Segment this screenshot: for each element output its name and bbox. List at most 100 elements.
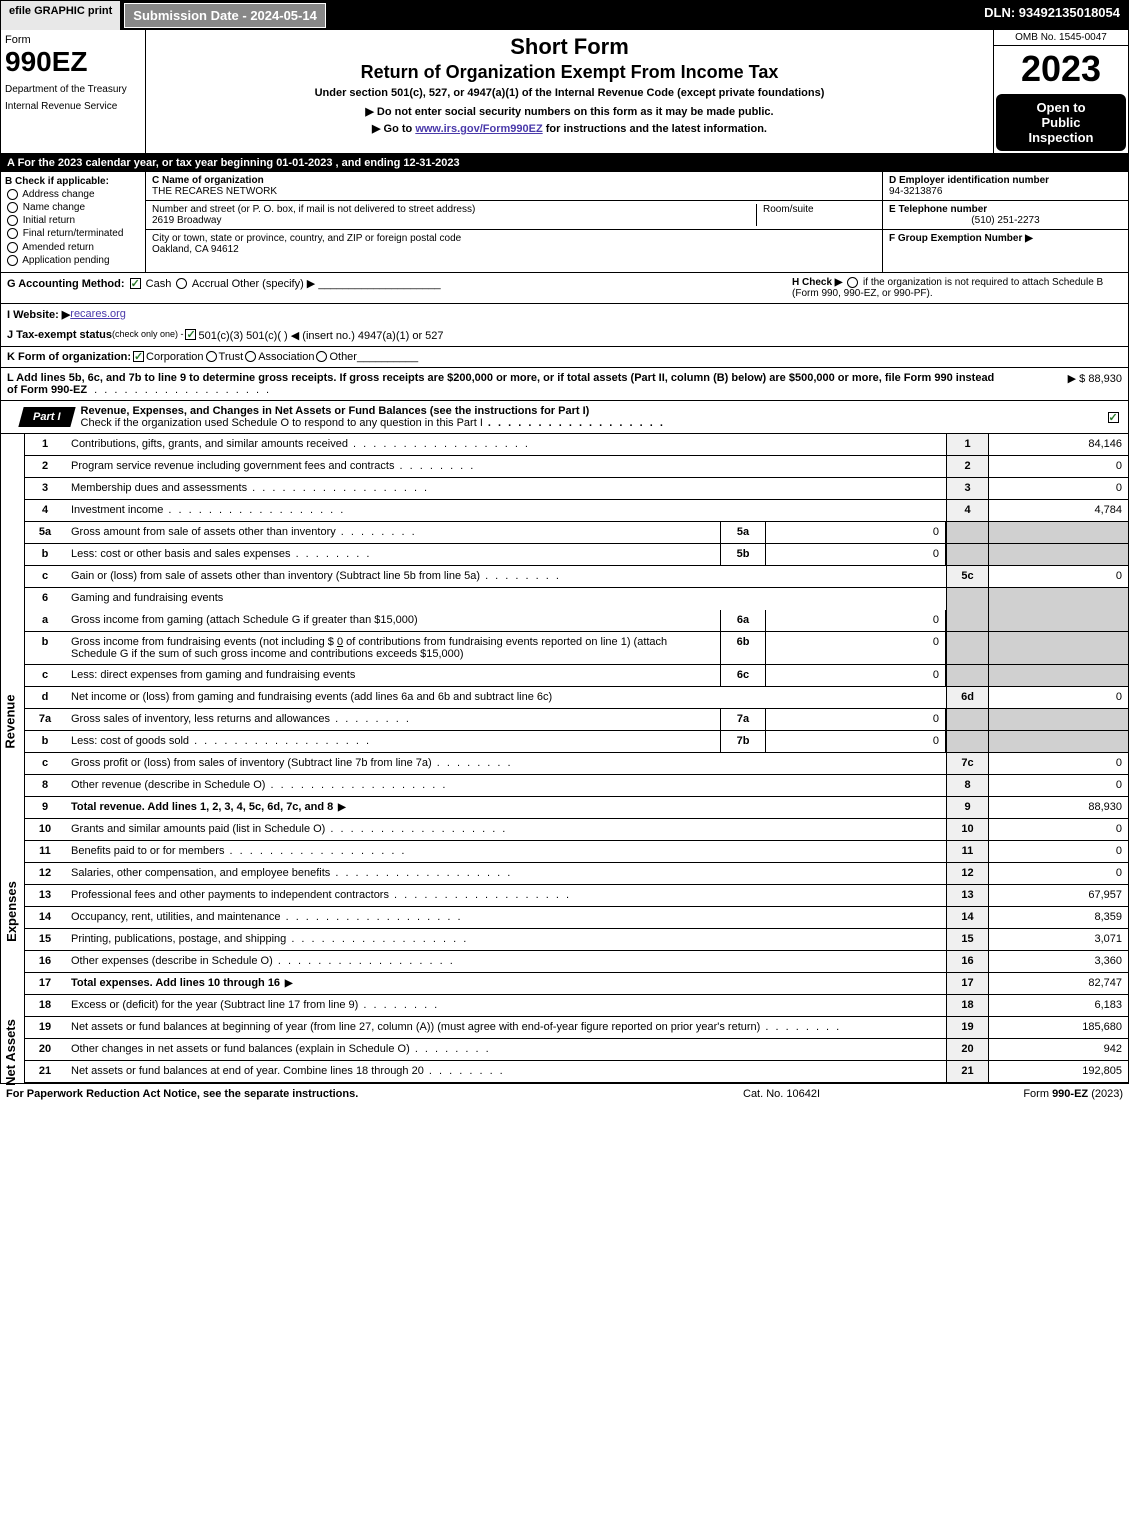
line-i-label: I Website: ▶ bbox=[7, 308, 70, 321]
line-1-value: 84,146 bbox=[988, 434, 1128, 455]
form-header: Form 990EZ Department of the Treasury In… bbox=[1, 30, 1128, 154]
line-k-label: K Form of organization: bbox=[7, 351, 131, 363]
line-7a-value: 0 bbox=[766, 709, 946, 730]
check-association[interactable] bbox=[245, 351, 256, 362]
phone-value: (510) 251-2273 bbox=[889, 215, 1122, 226]
room-label: Room/suite bbox=[763, 204, 814, 215]
form-link-line: ▶ Go to www.irs.gov/Form990EZ for instru… bbox=[150, 122, 989, 135]
check-other-org[interactable] bbox=[316, 351, 327, 362]
header-left: Form 990EZ Department of the Treasury In… bbox=[1, 30, 146, 153]
check-application-pending[interactable]: Application pending bbox=[5, 255, 141, 266]
line-j: J Tax-exempt status (check only one) - 5… bbox=[1, 325, 1128, 347]
header-center: Short Form Return of Organization Exempt… bbox=[146, 30, 993, 153]
check-schedule-b[interactable] bbox=[847, 277, 858, 288]
line-l: L Add lines 5b, 6c, and 7b to line 9 to … bbox=[1, 368, 1128, 401]
tax-year: 2023 bbox=[994, 46, 1128, 92]
form-number: 990EZ bbox=[5, 46, 141, 78]
revenue-sidebar: Revenue bbox=[1, 434, 25, 819]
form-container: efile GRAPHIC print Submission Date - 20… bbox=[0, 0, 1129, 1084]
city-label: City or town, state or province, country… bbox=[152, 233, 461, 244]
line-7b-value: 0 bbox=[766, 731, 946, 752]
website-link[interactable]: recares.org bbox=[70, 308, 126, 321]
line-8-value: 0 bbox=[988, 775, 1128, 796]
street-row: Number and street (or P. O. box, if mail… bbox=[146, 201, 882, 230]
org-name: THE RECARES NETWORK bbox=[152, 186, 277, 197]
group-exemption-label: F Group Exemption Number ▶ bbox=[889, 233, 1033, 244]
line-7c-value: 0 bbox=[988, 753, 1128, 774]
efile-print-button[interactable]: efile GRAPHIC print bbox=[1, 1, 122, 30]
line-14-value: 8,359 bbox=[988, 907, 1128, 928]
line-16-value: 3,360 bbox=[988, 951, 1128, 972]
line-5b-value: 0 bbox=[766, 544, 946, 565]
footer-paperwork: For Paperwork Reduction Act Notice, see … bbox=[6, 1088, 743, 1100]
irs-link[interactable]: www.irs.gov/Form990EZ bbox=[415, 123, 542, 135]
check-cash[interactable] bbox=[130, 278, 141, 289]
ein-label: D Employer identification number bbox=[889, 175, 1049, 186]
ein-value: 94-3213876 bbox=[889, 186, 942, 197]
form-desc: Under section 501(c), 527, or 4947(a)(1)… bbox=[150, 87, 989, 99]
section-b: B Check if applicable: Address change Na… bbox=[1, 172, 146, 272]
street-label: Number and street (or P. O. box, if mail… bbox=[152, 204, 475, 215]
line-h-label: H Check ▶ bbox=[792, 277, 842, 288]
line-15-value: 3,071 bbox=[988, 929, 1128, 950]
page-footer: For Paperwork Reduction Act Notice, see … bbox=[0, 1084, 1129, 1104]
part-1-tab: Part I bbox=[18, 407, 75, 427]
line-20-value: 942 bbox=[988, 1039, 1128, 1060]
open-inspection-box: Open to Public Inspection bbox=[996, 94, 1126, 151]
check-name-change[interactable]: Name change bbox=[5, 202, 141, 213]
open-line3: Inspection bbox=[1000, 130, 1122, 145]
line-l-value: ▶ $ 88,930 bbox=[1002, 372, 1122, 396]
line-12-value: 0 bbox=[988, 863, 1128, 884]
city-value: Oakland, CA 94612 bbox=[152, 244, 239, 255]
omb-number: OMB No. 1545-0047 bbox=[994, 30, 1128, 46]
check-address-change[interactable]: Address change bbox=[5, 189, 141, 200]
net-assets-sidebar: Net Assets bbox=[1, 995, 25, 1083]
check-accrual[interactable] bbox=[176, 278, 187, 289]
line-17-value: 82,747 bbox=[988, 973, 1128, 994]
check-trust[interactable] bbox=[206, 351, 217, 362]
city-row: City or town, state or province, country… bbox=[146, 230, 882, 258]
form-title: Short Form bbox=[150, 34, 989, 60]
section-b-label: B Check if applicable: bbox=[5, 176, 141, 187]
check-schedule-o[interactable] bbox=[1108, 412, 1119, 423]
line-6b-value: 0 bbox=[766, 632, 946, 664]
line-21-value: 192,805 bbox=[988, 1061, 1128, 1082]
form-note: ▶ Do not enter social security numbers o… bbox=[150, 105, 989, 118]
dept-treasury: Department of the Treasury bbox=[5, 84, 141, 95]
net-assets-section: Net Assets 18Excess or (deficit) for the… bbox=[1, 995, 1128, 1083]
check-initial-return[interactable]: Initial return bbox=[5, 215, 141, 226]
check-corporation[interactable] bbox=[133, 351, 144, 362]
line-5c-value: 0 bbox=[988, 566, 1128, 587]
link-pre: ▶ Go to bbox=[372, 123, 415, 135]
line-2-value: 0 bbox=[988, 456, 1128, 477]
form-label: Form bbox=[5, 34, 141, 46]
org-name-row: C Name of organization THE RECARES NETWO… bbox=[146, 172, 882, 201]
line-11-value: 0 bbox=[988, 841, 1128, 862]
line-6a-value: 0 bbox=[766, 610, 946, 631]
phone-row: E Telephone number (510) 251-2273 bbox=[883, 201, 1128, 230]
part-1-title: Revenue, Expenses, and Changes in Net As… bbox=[73, 401, 1098, 433]
dln-number: DLN: 93492135018054 bbox=[976, 1, 1128, 30]
line-4-value: 4,784 bbox=[988, 500, 1128, 521]
line-5a-value: 0 bbox=[766, 522, 946, 543]
line-j-note: (check only one) - bbox=[112, 329, 184, 342]
part-1-header: Part I Revenue, Expenses, and Changes in… bbox=[1, 401, 1128, 434]
check-501c3[interactable] bbox=[185, 329, 196, 340]
section-a: A For the 2023 calendar year, or tax yea… bbox=[1, 154, 1128, 172]
check-final-return[interactable]: Final return/terminated bbox=[5, 228, 141, 239]
expenses-sidebar: Expenses bbox=[1, 819, 25, 995]
check-amended-return[interactable]: Amended return bbox=[5, 242, 141, 253]
org-name-label: C Name of organization bbox=[152, 175, 264, 186]
open-line2: Public bbox=[1000, 115, 1122, 130]
line-13-value: 67,957 bbox=[988, 885, 1128, 906]
info-grid: B Check if applicable: Address change Na… bbox=[1, 172, 1128, 273]
dept-irs: Internal Revenue Service bbox=[5, 101, 141, 112]
phone-label: E Telephone number bbox=[889, 204, 987, 215]
line-10-value: 0 bbox=[988, 819, 1128, 840]
line-j-opts: 501(c)(3) 501(c)( ) ◀ (insert no.) 4947(… bbox=[198, 329, 443, 342]
section-c: C Name of organization THE RECARES NETWO… bbox=[146, 172, 883, 272]
line-6d-value: 0 bbox=[988, 687, 1128, 708]
line-i: I Website: ▶ recares.org bbox=[1, 304, 1128, 325]
line-19-value: 185,680 bbox=[988, 1017, 1128, 1038]
footer-cat: Cat. No. 10642I bbox=[743, 1088, 943, 1100]
